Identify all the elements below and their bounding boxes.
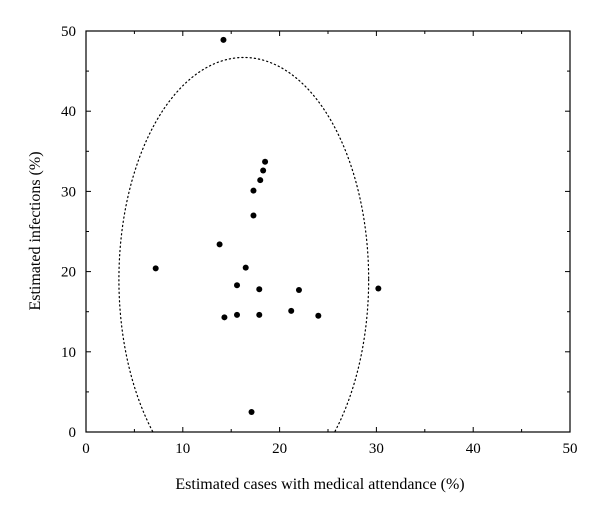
scatter-point (375, 285, 382, 292)
x-axis-label: Estimated cases with medical attendance … (175, 476, 464, 493)
scatter-point (288, 307, 295, 314)
scatter-point (248, 408, 255, 415)
y-tick-label: 40 (61, 104, 76, 120)
y-tick-label: 20 (61, 265, 76, 281)
points-layer (152, 36, 382, 415)
scatter-point (152, 265, 159, 272)
ellipse-layer (118, 56, 370, 432)
x-tick-label: 20 (272, 441, 287, 457)
scatter-point (295, 287, 302, 294)
y-tick-label: 0 (69, 425, 77, 441)
scatter-point (257, 177, 264, 184)
y-tick-label: 30 (61, 184, 76, 200)
scatter-point (256, 286, 263, 293)
x-tick-label: 0 (82, 441, 90, 457)
scatter-point (234, 311, 241, 318)
x-tick-label: 30 (369, 441, 384, 457)
scatter-point (250, 187, 257, 194)
x-tick-label: 40 (466, 441, 481, 457)
x-tick-label: 50 (563, 441, 578, 457)
y-tick-label: 50 (61, 24, 76, 40)
y-tick-label: 10 (61, 345, 76, 361)
scatter-point (250, 212, 257, 219)
plot-frame (85, 30, 571, 433)
scatter-point (315, 312, 322, 319)
x-axis: 0 10 20 30 40 50 (82, 31, 578, 457)
scatter-point (260, 167, 267, 174)
x-tick-label: 10 (175, 441, 190, 457)
scatter-point (256, 311, 263, 318)
y-axis: 0 10 20 30 40 50 (61, 24, 570, 441)
scatter-point (220, 36, 227, 43)
scatter-point (216, 241, 223, 248)
dotted-ellipse-annotation (118, 56, 370, 432)
scatter-point (262, 158, 269, 165)
scatter-point (221, 314, 228, 321)
y-axis-label: Estimated infections (%) (27, 151, 44, 310)
scatter-point (242, 264, 249, 271)
scatter-point (234, 282, 241, 289)
